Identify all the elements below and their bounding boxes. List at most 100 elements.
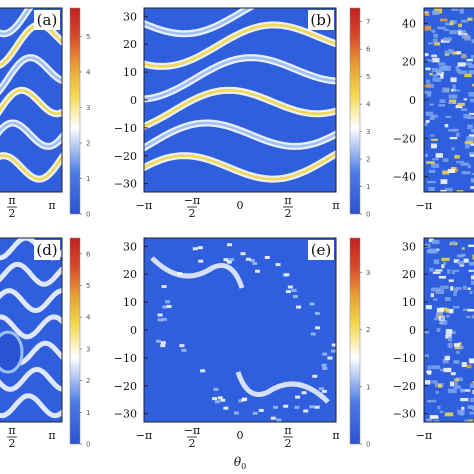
x-axis-label: θ0 <box>234 455 246 471</box>
chaotic-speck <box>431 138 439 141</box>
chaotic-speck <box>432 10 440 15</box>
chaotic-speck <box>424 122 428 127</box>
y-tick-label: −40 <box>393 171 416 184</box>
chaotic-speck <box>466 58 473 62</box>
chaotic-speck <box>424 354 429 359</box>
x-tick-label: π <box>48 429 55 442</box>
chaotic-speck <box>424 90 432 94</box>
y-tick-label: −10 <box>393 352 416 365</box>
chaotic-speck <box>448 49 454 52</box>
y-tick-label: 20 <box>123 268 137 281</box>
colorbar-tick-label: 0 <box>86 211 90 219</box>
chaotic-band-core <box>0 56 62 92</box>
chaotic-speck <box>448 101 454 104</box>
separatrix-speck <box>276 418 282 422</box>
y-tick-label: −20 <box>393 380 416 393</box>
y-tick-label: −20 <box>393 132 416 145</box>
chaotic-speck <box>471 315 474 319</box>
chaotic-speck <box>470 143 474 146</box>
chaotic-band <box>0 340 62 366</box>
island <box>0 330 24 374</box>
colorbar-tick-label: 6 <box>86 250 91 258</box>
chaotic-speck <box>435 153 443 158</box>
chaotic-speck <box>469 383 474 388</box>
chaotic-speck <box>468 91 474 97</box>
separatrix-speck <box>160 341 166 345</box>
x-tick-label: π <box>8 424 15 437</box>
colorbar-tick-label: 1 <box>86 409 90 417</box>
heatmap-field <box>144 238 336 422</box>
chaotic-speck <box>438 104 445 107</box>
chaotic-speck <box>444 50 453 55</box>
x-tick-label: π <box>8 194 15 207</box>
chaotic-speck <box>451 8 459 11</box>
separatrix-speck <box>157 318 163 322</box>
chaotic-speck <box>424 25 432 31</box>
chaotic-speck <box>426 250 436 254</box>
colorbar-tick-label: 0 <box>366 211 370 219</box>
chaotic-speck <box>436 311 443 316</box>
y-tick-label: 20 <box>402 268 416 281</box>
chaotic-speck <box>440 189 447 192</box>
chaotic-speck <box>440 179 448 185</box>
separatrix-speck <box>321 389 327 393</box>
chaotic-speck <box>456 160 465 164</box>
colorbar-tick-label: 1 <box>366 383 370 391</box>
chaotic-speck <box>451 269 460 273</box>
separatrix-speck <box>240 252 246 256</box>
separatrix-speck <box>161 317 167 321</box>
separatrix <box>150 256 245 289</box>
separatrix-speck <box>275 263 281 267</box>
chaotic-speck <box>461 30 467 34</box>
colorbar-tick-label: 5 <box>366 73 370 81</box>
chaotic-speck <box>456 51 462 55</box>
colorbar <box>349 7 361 215</box>
x-tick-label: −π <box>184 194 200 207</box>
chaotic-speck <box>447 269 451 274</box>
chaotic-speck <box>429 415 438 419</box>
chaotic-speck <box>461 54 468 58</box>
separatrix-speck <box>270 416 276 420</box>
chaotic-speck <box>428 238 434 243</box>
chaotic-speck <box>443 28 449 32</box>
chaotic-speck <box>444 412 454 417</box>
chaotic-speck <box>427 399 437 403</box>
separatrix <box>235 371 330 404</box>
chaotic-speck <box>432 158 440 161</box>
panel-label-box <box>308 240 334 260</box>
panel-label: (b) <box>310 11 331 29</box>
chaotic-speck <box>448 279 454 283</box>
separatrix-speck <box>314 405 320 409</box>
separatrix-speck <box>197 246 203 250</box>
chaotic-speck <box>453 259 460 263</box>
separatrix-speck <box>217 396 223 400</box>
x-tick-label: π <box>48 199 55 212</box>
chaotic-speck <box>467 405 474 409</box>
y-tick-label: 0 <box>130 94 137 107</box>
chaotic-speck <box>432 38 438 43</box>
chaotic-speck <box>468 244 474 248</box>
chaotic-speck <box>427 365 432 370</box>
chaotic-speck <box>448 128 457 132</box>
chaotic-speck <box>431 380 438 384</box>
chaotic-speck <box>468 134 474 137</box>
separatrix-speck <box>284 273 290 277</box>
panel-label-box <box>308 10 334 30</box>
chaotic-band-core <box>0 23 62 67</box>
chaotic-speck <box>470 135 474 140</box>
separatrix-speck <box>214 400 220 404</box>
chaotic-speck <box>470 98 474 103</box>
chaotic-speck <box>463 33 468 37</box>
chaotic-speck <box>449 30 458 35</box>
chaotic-speck <box>424 12 430 16</box>
chaotic-speck <box>429 103 434 106</box>
chaotic-band-core <box>144 56 336 101</box>
chaotic-speck <box>456 190 464 192</box>
colorbar-tick-label: 0 <box>366 441 370 449</box>
separatrix-speck <box>318 387 324 391</box>
panel-label: (d) <box>36 241 57 259</box>
chaotic-speck <box>472 380 474 384</box>
chaotic-speck <box>458 342 462 346</box>
separatrix-speck <box>309 405 315 409</box>
chaotic-speck <box>426 79 431 84</box>
